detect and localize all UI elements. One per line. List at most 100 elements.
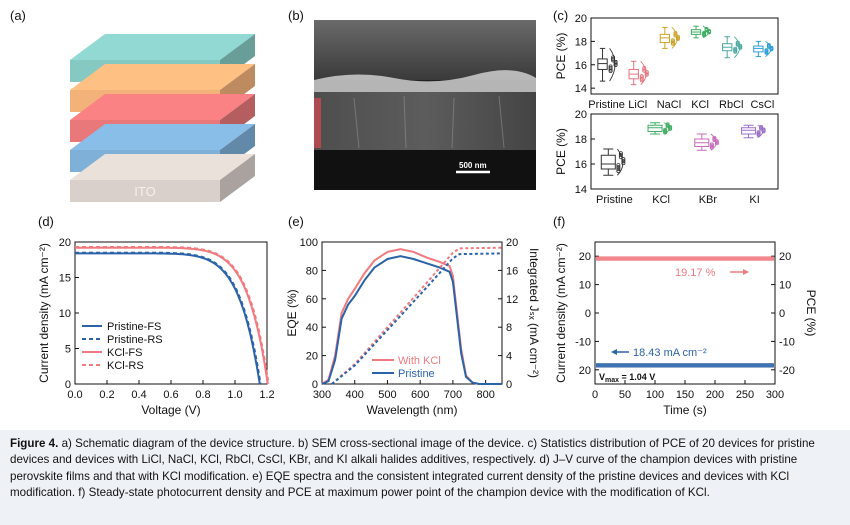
data-point	[613, 59, 618, 64]
y2-tick-label: 4	[506, 351, 512, 363]
legend-label: Pristine-RS	[107, 334, 163, 346]
data-point	[714, 139, 719, 144]
x-axis-title: Voltage (V)	[141, 403, 200, 417]
legend-label: KCl-FS	[107, 347, 142, 359]
y-axis-title: PCE (%)	[555, 128, 568, 175]
layer-front-face	[70, 180, 220, 202]
x-tick-label: Pristine	[596, 194, 633, 206]
x-tick-label: Pristine	[588, 99, 625, 111]
distribution-curve	[702, 25, 710, 39]
y-tick-label: 20	[575, 13, 587, 25]
distribution-curve	[617, 148, 624, 176]
y-axis-title: PCE (%)	[555, 33, 568, 80]
x-tick-label: 300	[313, 389, 331, 401]
data-point	[704, 26, 709, 31]
chart-pce-potassium-halides: 14 16 18 20 PCE (%) Pristine KCl KBr KI	[555, 109, 779, 206]
data-point	[639, 75, 644, 80]
y-tick-label: 16	[575, 60, 587, 72]
scale-bar-label: 500 nm	[459, 161, 487, 170]
data-point	[621, 161, 626, 166]
data-point	[616, 169, 621, 174]
sem-image: 500 nm	[314, 20, 536, 190]
layer-side-face	[220, 154, 255, 202]
jsc-annotation: 18.43 mA cm⁻²	[633, 347, 707, 359]
x-tick-label: CsCl	[750, 99, 774, 111]
y-tick-label: 0	[312, 379, 318, 391]
x-tick-label: KBr	[699, 194, 718, 206]
data-point	[608, 65, 613, 70]
data-point	[707, 29, 712, 34]
data-point	[761, 127, 766, 132]
x-tick-label: 400	[346, 389, 364, 401]
legend-label: Pristine	[398, 368, 435, 380]
x-tick-label: 1.2	[259, 389, 274, 401]
y-tick-label: 60	[306, 294, 318, 306]
legend-label: With KCl	[398, 355, 441, 367]
legend-label: Pristine-FS	[107, 321, 161, 333]
figure-caption: Figure 4. a) Schematic diagram of the de…	[10, 436, 842, 502]
x-axis-title: Time (s)	[663, 403, 707, 417]
x-tick-label: 200	[706, 389, 724, 401]
layer-top-face	[70, 34, 255, 60]
data-point	[644, 70, 649, 75]
vmax-annotation: Vmax = 1.04 V	[599, 372, 655, 384]
y2-tick-label: 8	[506, 322, 512, 334]
series-line	[75, 246, 269, 385]
caption-background	[0, 430, 850, 525]
layer-top-face	[70, 64, 255, 90]
data-point	[639, 74, 644, 79]
layer-top-face	[70, 124, 255, 150]
distribution-curve	[671, 27, 678, 49]
y-axis-title: Current density (mA cm⁻²)	[554, 243, 568, 383]
x-tick-label: 0	[592, 389, 598, 401]
vmax-value: = 1.04 V	[619, 372, 655, 382]
y-tick-label: 80	[306, 265, 318, 277]
series-line	[331, 252, 503, 385]
plot-frame	[594, 241, 776, 385]
caption-text: a) Schematic diagram of the device struc…	[10, 437, 815, 500]
data-point	[702, 31, 707, 36]
data-point	[733, 46, 738, 51]
plot-frame	[321, 241, 503, 385]
distribution-curve	[663, 122, 671, 135]
y-tick-label: 100	[300, 237, 318, 249]
data-point	[665, 122, 670, 127]
data-point	[639, 78, 644, 83]
series-line	[321, 255, 502, 385]
y-tick-label: 10	[59, 308, 71, 320]
y-tick-label: 20	[579, 251, 591, 263]
plot-frame	[590, 17, 779, 95]
data-point	[644, 71, 649, 76]
series-line	[75, 246, 270, 385]
distribution-curve	[757, 124, 764, 139]
data-point	[663, 127, 668, 132]
box-body	[659, 33, 671, 44]
data-point	[670, 38, 675, 43]
x-tick-label: 250	[736, 389, 754, 401]
x-tick-label: KCl	[691, 99, 709, 111]
x-tick-label: 100	[646, 389, 664, 401]
x-tick-label: 700	[444, 389, 462, 401]
y-tick-label: -10	[575, 336, 591, 348]
x-tick-label: 300	[766, 389, 784, 401]
y-tick-label: 10	[579, 280, 591, 292]
chart-eqe: 300 400 500 600 700 800 0 20 40 60 80 100 0 4 8 12 16 20 W…	[285, 237, 541, 417]
data-point	[616, 163, 621, 168]
data-point	[759, 124, 764, 129]
series-line	[596, 256, 774, 261]
y2-tick-label: 0	[506, 379, 512, 391]
y-axis-title: EQE (%)	[285, 289, 299, 336]
y-tick-label: 20	[575, 109, 587, 121]
data-point	[621, 157, 626, 162]
box-body	[600, 154, 616, 170]
data-point	[608, 64, 613, 69]
y-tick-label: 20	[306, 351, 318, 363]
x-tick-label: 600	[411, 389, 429, 401]
distribution-curve	[765, 41, 772, 57]
x-tick-label: 0.0	[67, 389, 82, 401]
data-point	[764, 48, 769, 53]
y2-tick-label: 20	[506, 237, 518, 249]
x-tick-label: 0.6	[163, 389, 178, 401]
x-tick-label: 500	[378, 389, 396, 401]
x-tick-label: 1.0	[227, 389, 242, 401]
